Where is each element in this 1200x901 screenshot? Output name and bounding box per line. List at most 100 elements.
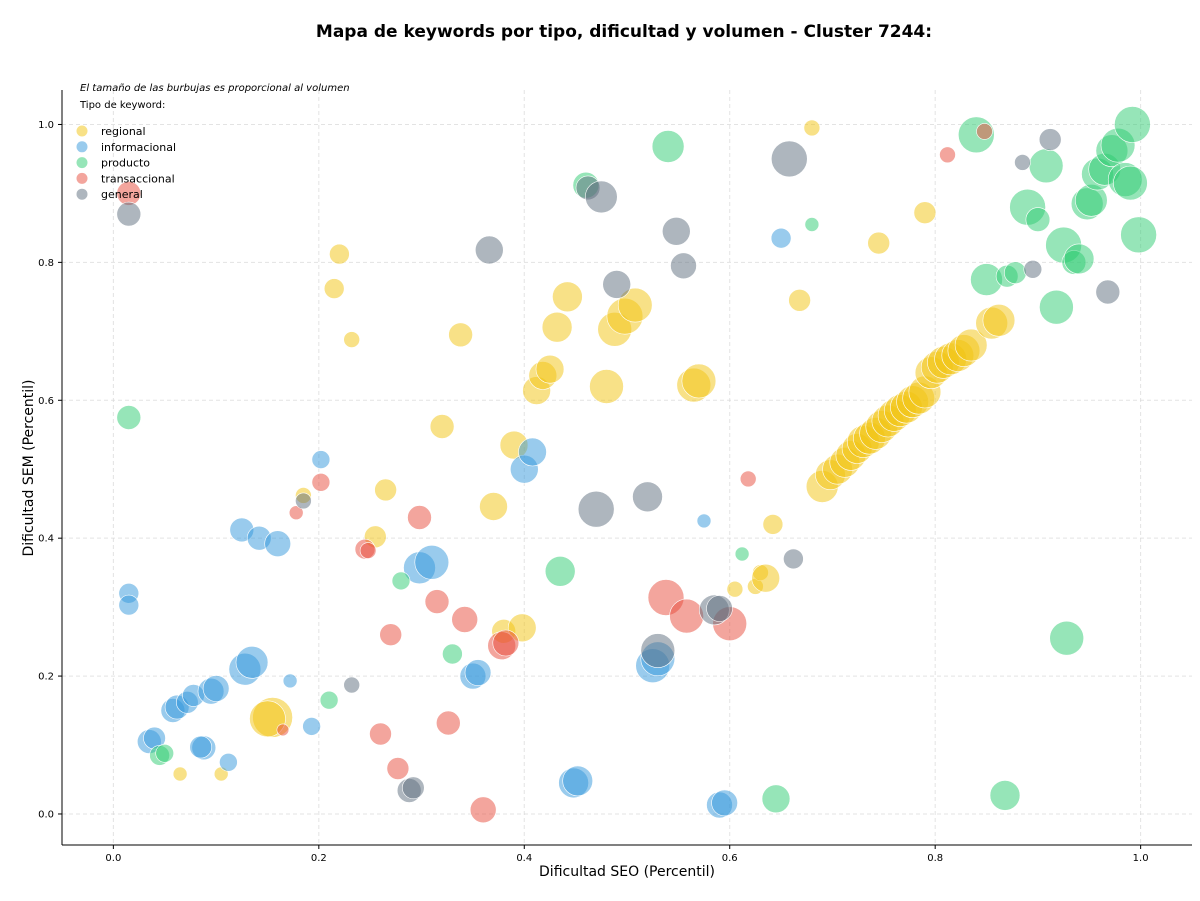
- bubble-producto: [1039, 289, 1074, 325]
- x-tick-label: 0.2: [311, 853, 327, 864]
- bubble-producto: [1120, 216, 1157, 254]
- x-tick-label: 0.4: [516, 853, 532, 864]
- bubble-producto: [804, 217, 820, 232]
- y-tick-label: 0.4: [38, 534, 54, 545]
- bubble-general: [116, 201, 142, 227]
- bubble-regional: [867, 231, 891, 255]
- legend-marker: [76, 157, 88, 169]
- bubble-size-note: El tamaño de las burbujas es proporciona…: [80, 83, 350, 94]
- bubble-regional: [913, 201, 937, 224]
- bubble-producto: [1113, 165, 1148, 201]
- bubble-producto: [1028, 148, 1064, 184]
- bubble-general: [632, 481, 663, 513]
- bubble-regional: [535, 354, 565, 384]
- legend-label: regional: [101, 125, 146, 138]
- bubble-informacional: [282, 673, 298, 689]
- bubble-producto: [319, 690, 339, 710]
- bubble-general: [1038, 128, 1062, 151]
- legend-item-regional: regional: [76, 125, 146, 138]
- legend-label: general: [101, 188, 143, 201]
- bubble-transaccional: [311, 472, 331, 492]
- bubble-regional: [726, 580, 744, 598]
- bubble-informacional: [202, 675, 230, 702]
- bubble-regional: [589, 369, 624, 404]
- bubble-producto: [1025, 207, 1051, 232]
- y-tick-label: 1.0: [38, 120, 54, 131]
- bubble-regional: [429, 414, 455, 439]
- bubble-general: [1095, 279, 1121, 305]
- legend-label: transaccional: [101, 172, 175, 185]
- legend-label: informacional: [101, 141, 176, 154]
- bubble-transaccional: [469, 796, 497, 824]
- bubble-informacional: [235, 645, 269, 679]
- bubble-regional: [552, 281, 583, 313]
- bubble-general: [706, 595, 733, 622]
- bubble-informacional: [189, 735, 212, 759]
- bubble-informacional: [696, 513, 712, 529]
- bubble-transaccional: [424, 589, 450, 614]
- bubble-producto: [442, 643, 463, 665]
- bubble-general: [640, 633, 676, 668]
- bubble-general: [1014, 154, 1031, 171]
- bubble-producto: [1114, 106, 1151, 143]
- legend-marker: [76, 141, 88, 153]
- x-tick-label: 0.6: [722, 853, 738, 864]
- bubble-informacional: [302, 717, 321, 736]
- bubble-producto: [155, 743, 174, 763]
- bubble-producto: [544, 555, 576, 587]
- y-tick-label: 0.8: [38, 258, 54, 269]
- bubble-regional: [249, 700, 286, 738]
- bubble-general: [295, 492, 312, 510]
- y-tick-label: 0.0: [38, 809, 54, 820]
- bubble-producto: [391, 571, 411, 591]
- bubble-transaccional: [451, 606, 479, 633]
- bubble-producto: [761, 784, 791, 814]
- bubble-informacional: [711, 789, 738, 817]
- bubble-informacional: [311, 450, 331, 469]
- bubble-regional: [681, 363, 717, 399]
- bubble-regional: [323, 278, 345, 299]
- bubble-informacional: [414, 544, 450, 580]
- bubble-regional: [541, 311, 573, 343]
- bubble-layer: [116, 106, 1157, 824]
- bubble-general: [661, 217, 691, 246]
- bubble-producto: [116, 405, 142, 430]
- legend-item-transaccional: transaccional: [76, 172, 175, 185]
- grid-lines: [62, 90, 1192, 845]
- bubble-producto: [651, 130, 685, 163]
- chart-title: Mapa de keywords por tipo, dificultad y …: [316, 22, 932, 42]
- bubble-general: [343, 676, 361, 694]
- bubble-regional: [172, 766, 188, 782]
- bubble-general: [1023, 259, 1043, 279]
- bubble-transaccional: [359, 542, 377, 559]
- bubble-informacional: [219, 752, 238, 772]
- bubble-general: [577, 490, 615, 528]
- x-axis-ticks: 0.0 0.2 0.4 0.6 0.8 1.0: [105, 845, 1149, 864]
- bubble-transaccional: [407, 505, 432, 530]
- legend: regional informacional producto transaccion…: [76, 125, 176, 201]
- bubble-regional: [448, 322, 473, 348]
- bubble-general: [474, 235, 504, 265]
- bubble-regional: [329, 243, 350, 265]
- legend-marker: [76, 188, 88, 200]
- bubble-transaccional: [739, 470, 757, 488]
- x-tick-label: 0.0: [105, 853, 121, 864]
- bubble-regional: [374, 478, 397, 502]
- bubble-transaccional: [492, 629, 520, 657]
- bubble-regional: [762, 514, 784, 535]
- bubble-regional: [479, 492, 508, 521]
- bubble-producto: [1049, 620, 1084, 656]
- bubble-producto: [1003, 261, 1027, 285]
- bubble-regional: [803, 119, 821, 137]
- y-tick-label: 0.6: [38, 396, 54, 407]
- bubble-general: [602, 270, 632, 299]
- x-axis-label: Dificultad SEO (Percentil): [539, 864, 715, 880]
- bubble-informacional: [264, 530, 292, 558]
- bubble-regional: [617, 287, 653, 323]
- bubble-regional: [751, 563, 781, 593]
- legend-item-informacional: informacional: [76, 141, 176, 154]
- y-axis-ticks: 0.0 0.2 0.4 0.6 0.8 1.0: [38, 120, 62, 820]
- bubble-transaccional: [939, 146, 956, 164]
